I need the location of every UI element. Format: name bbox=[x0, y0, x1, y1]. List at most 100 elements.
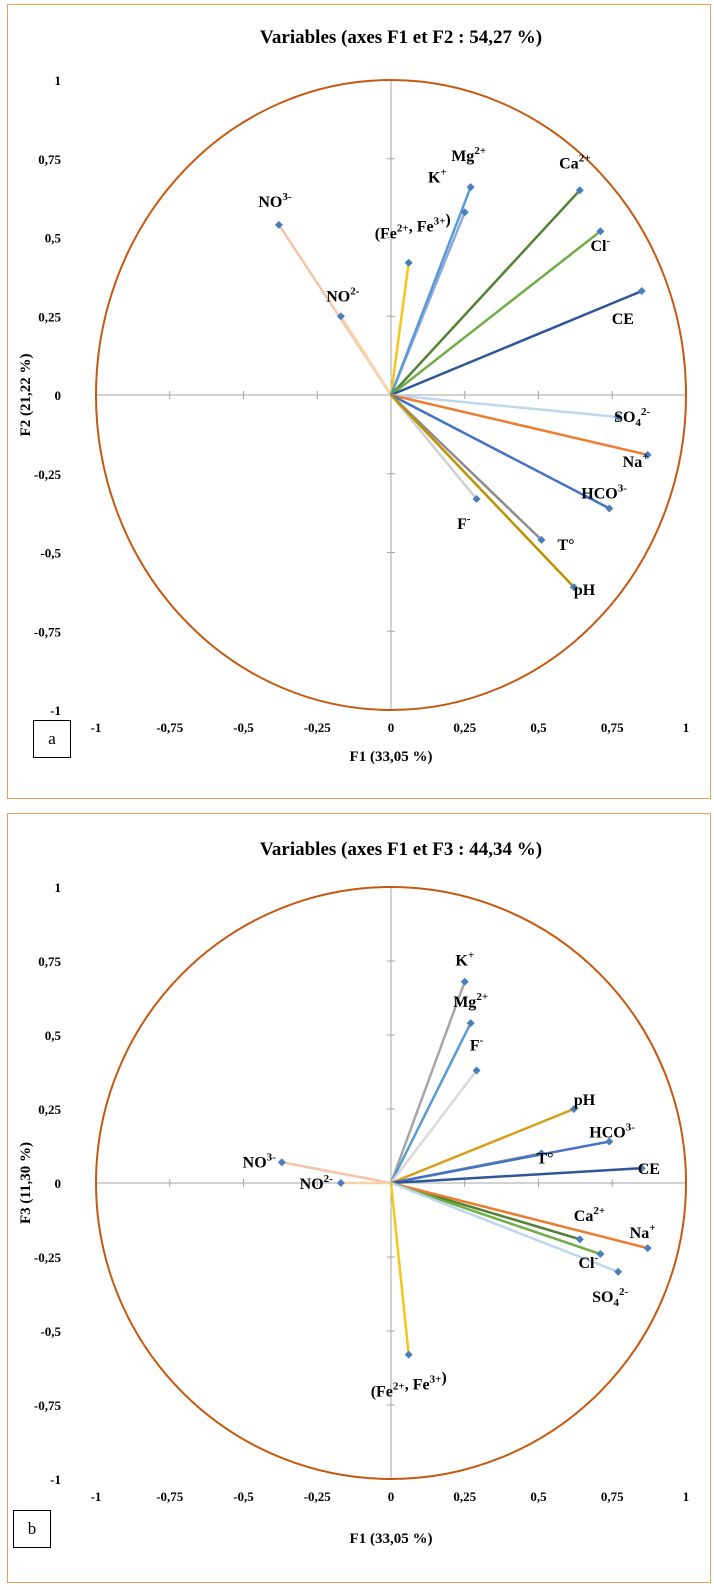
vector-CE bbox=[390, 289, 643, 397]
marker-K+ bbox=[460, 208, 469, 217]
vector-pH bbox=[390, 1107, 575, 1185]
vector-K+ bbox=[389, 981, 466, 1184]
label-Ca2+: Ca2+ bbox=[559, 152, 590, 172]
label-NO3-: NO3- bbox=[243, 1151, 277, 1171]
y-tick-label: -0,5 bbox=[40, 546, 61, 561]
label-K+: K+ bbox=[428, 166, 447, 186]
chart-svg-a: Variables (axes F1 et F2 : 54,27 %) -1 -0,… bbox=[18, 27, 690, 765]
y-tick-label: 1 bbox=[55, 73, 62, 88]
correlation-circle bbox=[95, 886, 687, 1480]
marker-F- bbox=[472, 1066, 481, 1075]
marker-Cl- bbox=[596, 227, 605, 236]
x-tick-label: 0,5 bbox=[530, 720, 547, 735]
y-tick-label: -0,25 bbox=[34, 467, 62, 482]
vector-Cl- bbox=[390, 1181, 601, 1256]
y-tick-label: -0,75 bbox=[34, 624, 62, 639]
y-tick-label: 0,25 bbox=[38, 309, 61, 324]
label-NO2-: NO2- bbox=[326, 285, 360, 305]
vector-Cl- bbox=[390, 230, 602, 396]
marker-T° bbox=[537, 535, 546, 544]
y-tick-label: 0,5 bbox=[45, 231, 62, 246]
x-axis-label: F1 (33,05 %) bbox=[350, 749, 433, 765]
chart-title: Variables (axes F1 et F2 : 54,27 %) bbox=[260, 27, 542, 48]
y-tick-label: 0 bbox=[55, 1176, 62, 1191]
vector-SO42- bbox=[390, 1181, 619, 1273]
marker-NO3- bbox=[277, 1158, 286, 1167]
x-tick-label: 0,25 bbox=[453, 1489, 476, 1504]
x-tick-label: 1 bbox=[683, 720, 690, 735]
x-tick-label: -0,25 bbox=[304, 720, 332, 735]
label-pH: pH bbox=[574, 1092, 596, 1109]
label-T°: T° bbox=[536, 1150, 553, 1167]
vector-F- bbox=[390, 394, 478, 500]
label-SO42-: SO42- bbox=[592, 1286, 628, 1309]
x-tick-label: 0,75 bbox=[601, 720, 624, 735]
x-tick-label: -0,75 bbox=[156, 1489, 184, 1504]
chart-svg-b: Variables (axes F1 et F3 : 44,34 %) -1 -0,… bbox=[18, 839, 689, 1547]
label-Mg2+: Mg2+ bbox=[451, 145, 486, 165]
marker-NO2- bbox=[336, 1179, 345, 1187]
x-tick-label: 0,75 bbox=[601, 1489, 624, 1504]
vector-(Fe2+, Fe3+) bbox=[389, 1182, 410, 1355]
x-axis-label: F1 (33,05 %) bbox=[350, 1531, 433, 1547]
vector-Mg2+ bbox=[389, 1022, 472, 1184]
marker-Na+ bbox=[643, 1244, 652, 1253]
vector-Ca2+ bbox=[390, 189, 581, 396]
x-tick-label: 0 bbox=[388, 720, 395, 735]
marker-NO2- bbox=[336, 312, 345, 321]
marker-SO42- bbox=[614, 1267, 623, 1276]
x-tick-label: -1 bbox=[91, 720, 102, 735]
correlation-circle bbox=[95, 79, 687, 711]
marker-(Fe2+, Fe3+) bbox=[404, 258, 413, 267]
marker-Na+ bbox=[643, 450, 652, 459]
y-tick-label: -1 bbox=[50, 1472, 61, 1487]
y-tick-label: 0 bbox=[55, 388, 62, 403]
panel-label-b: b bbox=[13, 1510, 51, 1548]
x-tick-label: -0,5 bbox=[233, 720, 254, 735]
marker-SO42- bbox=[614, 413, 623, 422]
y-axis-label: F3 (11,30 %) bbox=[18, 1142, 34, 1224]
vector-Na+ bbox=[390, 393, 648, 457]
y-tick-label: 0,5 bbox=[45, 1028, 62, 1043]
x-tick-label: 0,25 bbox=[453, 720, 476, 735]
vector-T° bbox=[390, 394, 543, 541]
label-CE: CE bbox=[612, 311, 634, 328]
label-Na+: Na+ bbox=[623, 451, 649, 471]
label-(Fe2+, Fe3+): (Fe2+, Fe3+) bbox=[375, 212, 451, 243]
panel-label-a: a bbox=[33, 720, 71, 758]
x-tick-label: -0,5 bbox=[233, 1489, 254, 1504]
y-tick-label: 0,75 bbox=[38, 954, 61, 969]
marker-T° bbox=[537, 1149, 546, 1158]
label-Ca2+: Ca2+ bbox=[574, 1205, 605, 1225]
vector-SO42- bbox=[390, 393, 619, 419]
marker-(Fe2+, Fe3+) bbox=[404, 1350, 413, 1359]
vector-pH bbox=[390, 394, 575, 589]
x-tick-label: 0,5 bbox=[530, 1489, 547, 1504]
x-tick-label: -0,25 bbox=[304, 1489, 332, 1504]
marker-F- bbox=[472, 494, 481, 503]
y-tick-label: -0,25 bbox=[34, 1250, 62, 1265]
marker-HCO3- bbox=[605, 504, 614, 513]
vector-F- bbox=[390, 1069, 478, 1184]
x-tick-label: 0 bbox=[388, 1489, 395, 1504]
marker-pH bbox=[569, 583, 578, 592]
y-tick-label: 1 bbox=[55, 880, 62, 895]
label-Mg2+: Mg2+ bbox=[453, 991, 488, 1011]
label-F-: F- bbox=[457, 513, 471, 533]
label-pH: pH bbox=[574, 582, 596, 599]
marker-CE bbox=[637, 1164, 646, 1173]
marker-Mg2+ bbox=[466, 1019, 475, 1028]
y-axis-label: F2 (21,22 %) bbox=[18, 354, 34, 437]
label-T°: T° bbox=[557, 537, 574, 554]
chart-panel-a: Variables (axes F1 et F2 : 54,27 %) -1 -0,… bbox=[7, 4, 711, 799]
vector-Na+ bbox=[390, 1181, 648, 1250]
label-SO42-: SO42- bbox=[614, 406, 650, 429]
marker-CE bbox=[637, 287, 646, 296]
marker-Ca2+ bbox=[575, 186, 584, 195]
marker-Cl- bbox=[596, 1250, 605, 1259]
vector-HCO3- bbox=[390, 393, 610, 510]
chart-panel-b: Variables (axes F1 et F3 : 44,34 %) -1 -0,… bbox=[7, 813, 711, 1583]
label-Na+: Na+ bbox=[630, 1222, 656, 1242]
chart-title: Variables (axes F1 et F3 : 44,34 %) bbox=[260, 839, 542, 860]
marker-Mg2+ bbox=[466, 183, 475, 192]
